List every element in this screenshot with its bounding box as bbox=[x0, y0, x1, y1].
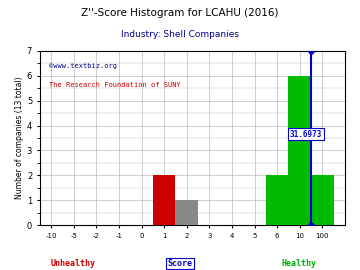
Text: 31.6973: 31.6973 bbox=[289, 130, 322, 139]
Text: Industry: Shell Companies: Industry: Shell Companies bbox=[121, 30, 239, 39]
Y-axis label: Number of companies (13 total): Number of companies (13 total) bbox=[15, 77, 24, 199]
Bar bbox=[266, 176, 288, 225]
Bar bbox=[288, 76, 311, 225]
Bar bbox=[175, 200, 198, 225]
Text: The Research Foundation of SUNY: The Research Foundation of SUNY bbox=[49, 82, 181, 88]
Text: Z''-Score Histogram for LCAHU (2016): Z''-Score Histogram for LCAHU (2016) bbox=[81, 8, 279, 18]
Text: ©www.textbiz.org: ©www.textbiz.org bbox=[49, 63, 117, 69]
Text: Healthy: Healthy bbox=[282, 259, 317, 268]
Bar bbox=[311, 176, 334, 225]
Text: Unhealthy: Unhealthy bbox=[50, 259, 95, 268]
Bar bbox=[153, 176, 175, 225]
Text: Score: Score bbox=[167, 259, 193, 268]
